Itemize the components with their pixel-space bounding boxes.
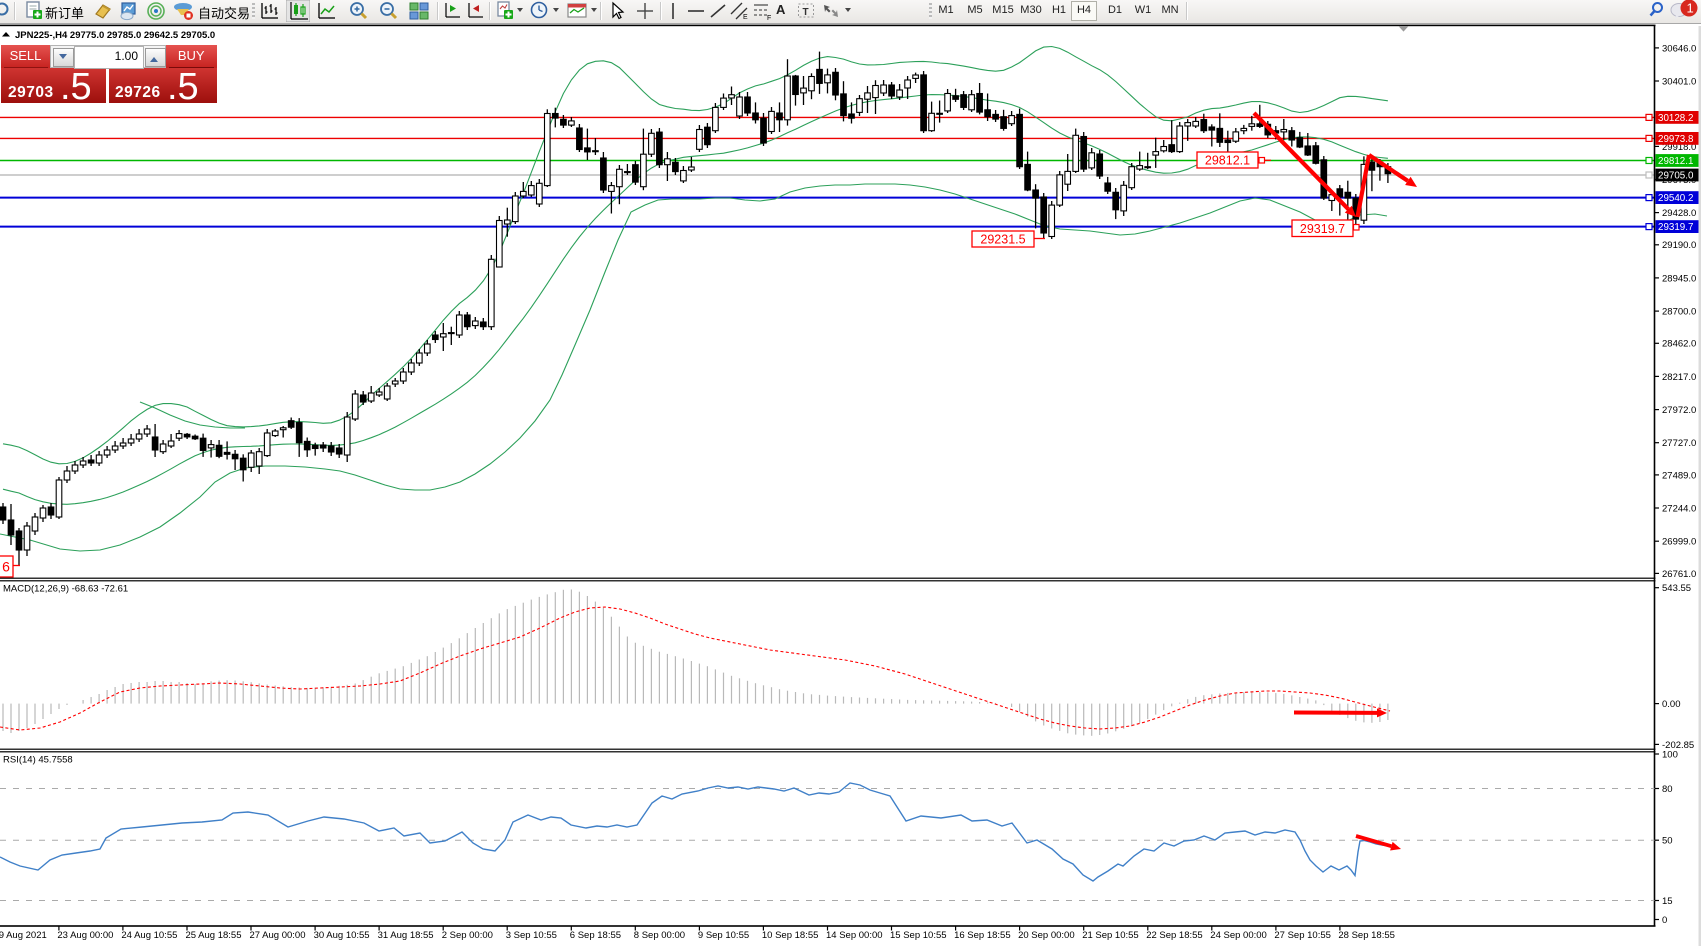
svg-text:30646.0: 30646.0 — [1662, 43, 1696, 54]
svg-text:28462.0: 28462.0 — [1662, 339, 1696, 350]
svg-text:543.55: 543.55 — [1662, 583, 1691, 594]
svg-text:T: T — [803, 7, 809, 18]
svg-text:6: 6 — [2, 559, 10, 575]
svg-text:2 Sep 00:00: 2 Sep 00:00 — [442, 930, 493, 941]
svg-text:29918.0: 29918.0 — [1662, 142, 1696, 153]
svg-text:8 Sep 00:00: 8 Sep 00:00 — [634, 930, 685, 941]
svg-text:29319.7: 29319.7 — [1300, 222, 1345, 236]
svg-text:29812.1: 29812.1 — [1658, 156, 1693, 167]
svg-text:80: 80 — [1662, 784, 1673, 795]
svg-text:30 Aug 10:55: 30 Aug 10:55 — [314, 930, 370, 941]
svg-text:27727.0: 27727.0 — [1662, 438, 1696, 449]
svg-text:21 Sep 10:55: 21 Sep 10:55 — [1082, 930, 1139, 941]
svg-text:28217.0: 28217.0 — [1662, 372, 1696, 383]
svg-text:27489.0: 27489.0 — [1662, 470, 1696, 481]
svg-text:15 Sep 10:55: 15 Sep 10:55 — [890, 930, 947, 941]
svg-text:16 Sep 18:55: 16 Sep 18:55 — [954, 930, 1011, 941]
svg-text:25 Aug 18:55: 25 Aug 18:55 — [186, 930, 242, 941]
svg-text:100: 100 — [1662, 749, 1678, 760]
svg-text:29705.0: 29705.0 — [1658, 171, 1694, 182]
svg-text:15: 15 — [1662, 896, 1673, 907]
svg-text:9 Sep 10:55: 9 Sep 10:55 — [698, 930, 749, 941]
svg-text:F: F — [767, 15, 771, 21]
svg-text:19 Aug 2021: 19 Aug 2021 — [0, 930, 47, 941]
svg-text:28 Sep 18:55: 28 Sep 18:55 — [1338, 930, 1395, 941]
svg-text:14 Sep 00:00: 14 Sep 00:00 — [826, 930, 883, 941]
svg-text:1: 1 — [1687, 1, 1694, 16]
svg-text:24 Sep 00:00: 24 Sep 00:00 — [1210, 930, 1267, 941]
svg-text:20 Sep 00:00: 20 Sep 00:00 — [1018, 930, 1075, 941]
svg-text:3 Sep 10:55: 3 Sep 10:55 — [506, 930, 557, 941]
svg-text:28700.0: 28700.0 — [1662, 307, 1696, 318]
svg-text:RSI(14) 45.7558: RSI(14) 45.7558 — [3, 755, 73, 766]
svg-text:29540.2: 29540.2 — [1658, 193, 1693, 204]
svg-text:-202.85: -202.85 — [1662, 740, 1694, 751]
svg-text:30128.2: 30128.2 — [1658, 113, 1693, 124]
svg-text:29428.0: 29428.0 — [1662, 208, 1696, 219]
svg-text:29319.7: 29319.7 — [1658, 222, 1693, 233]
svg-text:27244.0: 27244.0 — [1662, 503, 1696, 514]
svg-text:MACD(12,26,9) -68.63 -72.61: MACD(12,26,9) -68.63 -72.61 — [3, 584, 128, 595]
svg-text:29190.0: 29190.0 — [1662, 240, 1696, 251]
svg-text:29231.5: 29231.5 — [980, 233, 1025, 247]
svg-text:10 Sep 18:55: 10 Sep 18:55 — [762, 930, 819, 941]
svg-text:23 Aug 00:00: 23 Aug 00:00 — [57, 930, 113, 941]
svg-text:22 Sep 18:55: 22 Sep 18:55 — [1146, 930, 1203, 941]
svg-text:26999.0: 26999.0 — [1662, 537, 1696, 548]
svg-text:26761.0: 26761.0 — [1662, 569, 1696, 580]
svg-text:0: 0 — [1662, 915, 1667, 926]
svg-text:E: E — [743, 14, 748, 21]
svg-text:28945.0: 28945.0 — [1662, 273, 1696, 284]
svg-text:29973.8: 29973.8 — [1658, 134, 1694, 145]
svg-text:JPN225-,H4 29775.0 29785.0 29: JPN225-,H4 29775.0 29785.0 29642.5 29705… — [15, 30, 215, 41]
svg-text:30401.0: 30401.0 — [1662, 76, 1696, 87]
svg-text:50: 50 — [1662, 836, 1673, 847]
svg-text:24 Aug 10:55: 24 Aug 10:55 — [121, 930, 177, 941]
svg-text:27 Sep 10:55: 27 Sep 10:55 — [1274, 930, 1331, 941]
svg-text:31 Aug 18:55: 31 Aug 18:55 — [378, 930, 434, 941]
svg-text:27972.0: 27972.0 — [1662, 405, 1696, 416]
svg-text:29812.1: 29812.1 — [1205, 154, 1250, 168]
svg-text:0.00: 0.00 — [1662, 699, 1681, 710]
svg-text:6 Sep 18:55: 6 Sep 18:55 — [570, 930, 621, 941]
svg-text:27 Aug 00:00: 27 Aug 00:00 — [250, 930, 306, 941]
